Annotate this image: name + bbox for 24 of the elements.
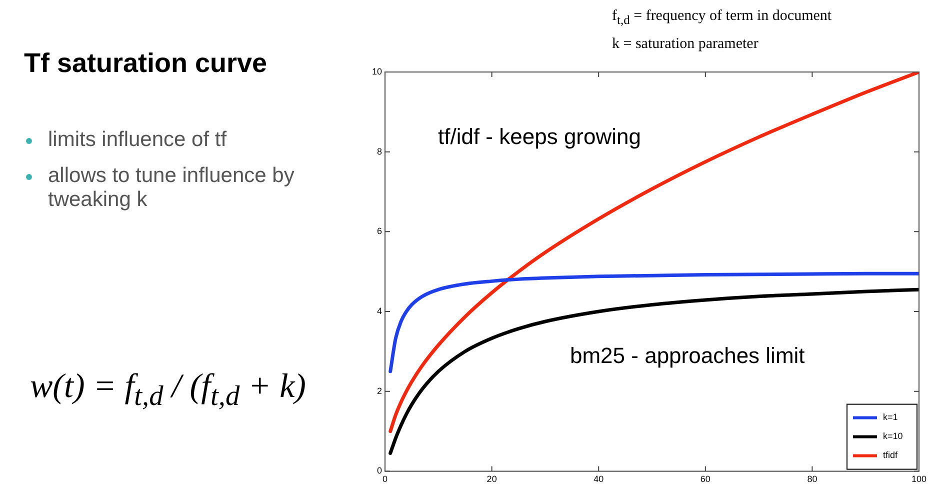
annotation: tf/idf - keeps growing <box>438 124 641 150</box>
y-tick-label: 0 <box>376 466 382 476</box>
legend-label: tfidf <box>883 450 898 460</box>
x-tick-label: 40 <box>594 474 604 484</box>
legend-label: k=1 <box>883 412 898 422</box>
y-tick-label: 4 <box>376 306 382 316</box>
x-tick-label: 60 <box>700 474 710 484</box>
text: w(t) = f$_{t,d}$ / (f$_{t,d}$ + k) <box>30 368 306 413</box>
y-tick-label: 6 <box>376 226 382 236</box>
text: f$_{t,d}$ = frequency of term in document <box>612 8 832 28</box>
y-tick-label: 10 <box>372 66 382 76</box>
line-series <box>388 272 919 374</box>
text: Tf saturation curve <box>24 48 268 79</box>
x-tick-label: 100 <box>911 474 927 484</box>
text: allows to tune influence by tweaking k <box>48 164 294 211</box>
text: limits influence of tf <box>48 128 227 151</box>
y-tick-label: 8 <box>376 146 382 156</box>
line-series <box>388 72 919 434</box>
legend-label: k=10 <box>883 431 903 442</box>
y-tick-label: 2 <box>376 386 382 396</box>
text: k = saturation parameter <box>612 36 758 53</box>
x-tick-label: 20 <box>486 474 497 484</box>
annotation: bm25 - approaches limit <box>570 343 805 369</box>
x-tick-label: 80 <box>807 474 818 484</box>
